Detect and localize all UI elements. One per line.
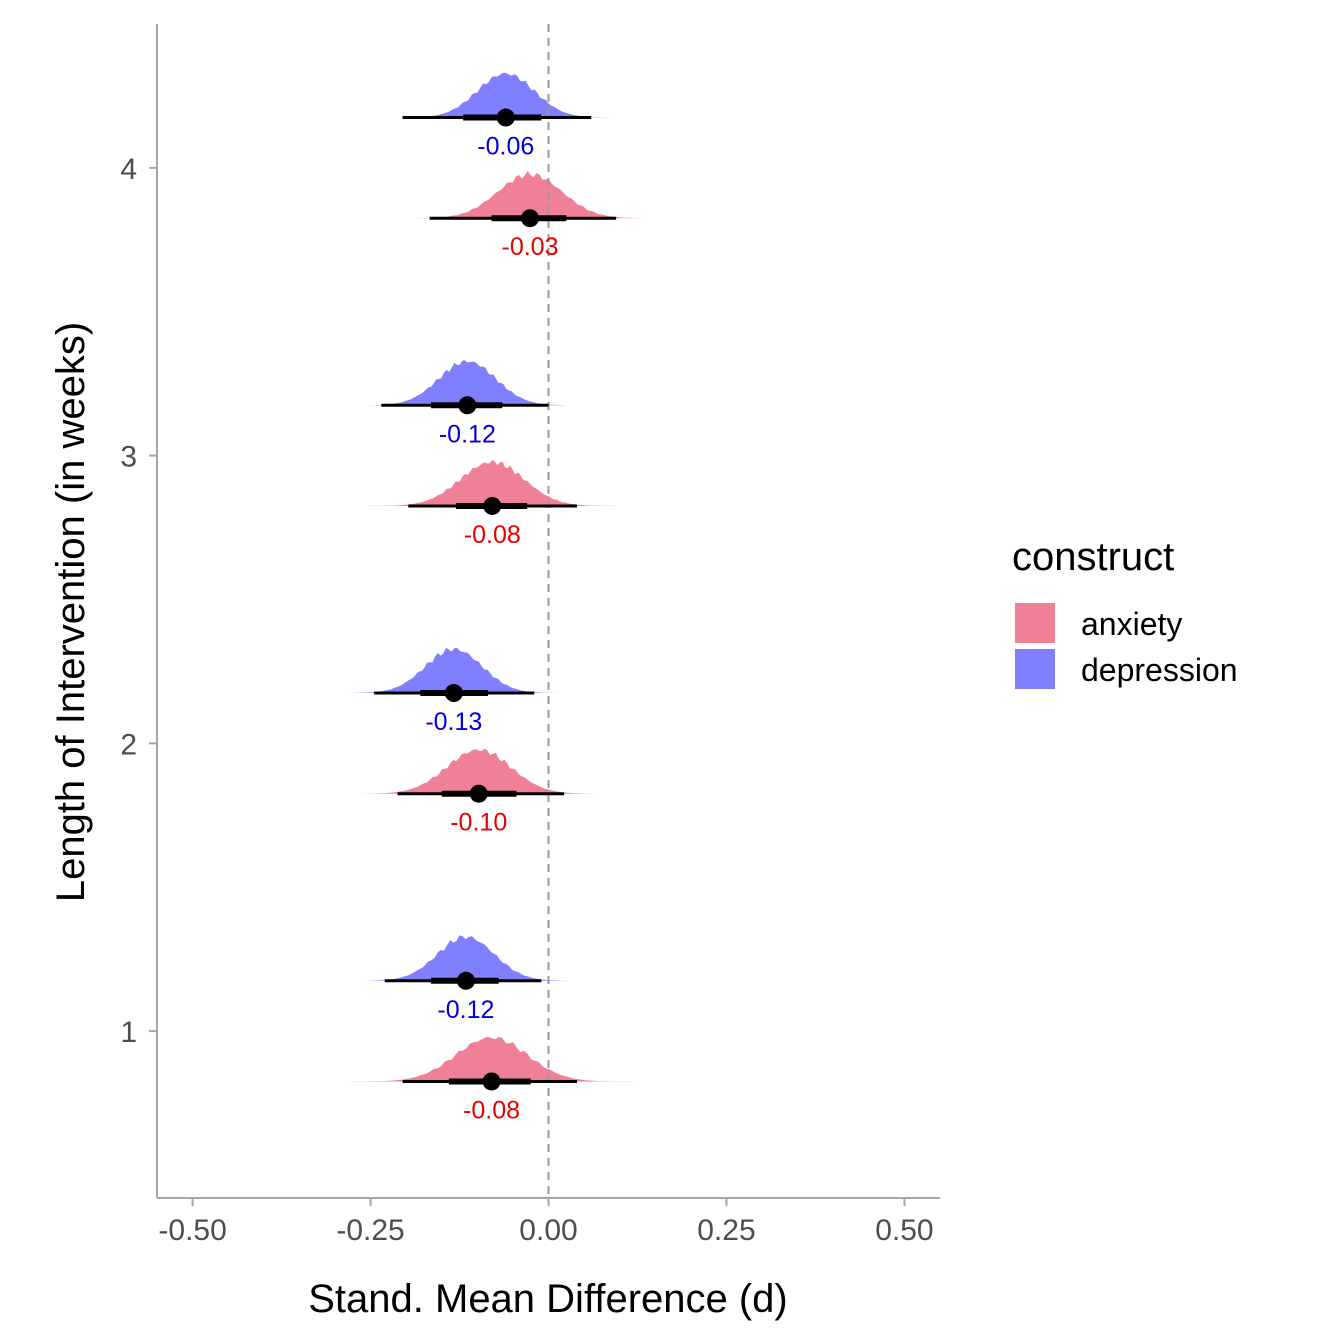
value-label-anxiety-group-4: -0.03 xyxy=(502,233,559,261)
x-tick-label: -0.50 xyxy=(158,1214,226,1247)
density-depression-group-1 xyxy=(242,935,677,981)
value-label-depression-group-2: -0.13 xyxy=(425,708,482,736)
point-estimate-anxiety-group-4 xyxy=(520,209,539,228)
y-tick-label: 3 xyxy=(120,441,137,474)
y-tick-label: 1 xyxy=(120,1016,137,1049)
y-axis-ticks: 1 2 3 4 xyxy=(120,153,157,1049)
point-estimate-anxiety-group-3 xyxy=(483,496,502,515)
density-anxiety-group-3 xyxy=(320,459,670,506)
value-label-layer: -0.08 -0.12 -0.10 -0.13 -0.08 -0.12 -0.03 -0.06 xyxy=(425,133,558,1125)
point-estimate-depression-group-2 xyxy=(444,684,463,703)
density-depression-group-2 xyxy=(256,647,641,693)
x-tick-label: 0.25 xyxy=(697,1214,755,1247)
value-label-depression-group-4: -0.06 xyxy=(477,133,534,161)
density-anxiety-group-1 xyxy=(242,1036,748,1082)
point-estimate-depression-group-1 xyxy=(456,971,475,990)
legend-swatch-anxiety xyxy=(1015,603,1055,643)
legend-swatch-depression xyxy=(1015,649,1055,689)
point-estimate-anxiety-group-2 xyxy=(469,784,488,803)
density-anxiety-group-4 xyxy=(306,170,720,219)
legend-title: construct xyxy=(1012,535,1174,579)
value-label-anxiety-group-1: -0.08 xyxy=(463,1096,520,1124)
y-tick-label: 2 xyxy=(120,728,137,761)
x-axis-title: Stand. Mean Difference (d) xyxy=(308,1277,788,1321)
density-depression-group-4 xyxy=(292,72,691,118)
y-tick-label: 4 xyxy=(120,153,137,186)
interval-layer xyxy=(374,108,617,1091)
value-label-anxiety-group-2: -0.10 xyxy=(450,809,507,837)
point-estimate-anxiety-group-1 xyxy=(482,1072,501,1091)
value-label-depression-group-3: -0.12 xyxy=(439,420,496,448)
x-tick-label: 0.50 xyxy=(875,1214,933,1247)
point-estimate-depression-group-3 xyxy=(458,396,477,415)
value-label-depression-group-1: -0.12 xyxy=(437,996,494,1024)
legend-label-anxiety: anxiety xyxy=(1081,606,1182,642)
legend-label-depression: depression xyxy=(1081,652,1238,688)
point-estimate-depression-group-4 xyxy=(496,108,515,127)
x-axis-ticks: -0.50 -0.25 0.00 0.25 0.50 xyxy=(158,1198,934,1247)
density-anxiety-group-2 xyxy=(285,748,684,794)
density-layer xyxy=(242,72,748,1082)
x-tick-label: 0.00 xyxy=(519,1214,577,1247)
value-label-anxiety-group-3: -0.08 xyxy=(464,521,521,549)
y-axis-title: Length of Intervention (in weeks) xyxy=(49,322,93,902)
x-tick-label: -0.25 xyxy=(336,1214,404,1247)
density-depression-group-3 xyxy=(278,360,641,406)
legend: construct anxiety depression xyxy=(1012,535,1238,689)
